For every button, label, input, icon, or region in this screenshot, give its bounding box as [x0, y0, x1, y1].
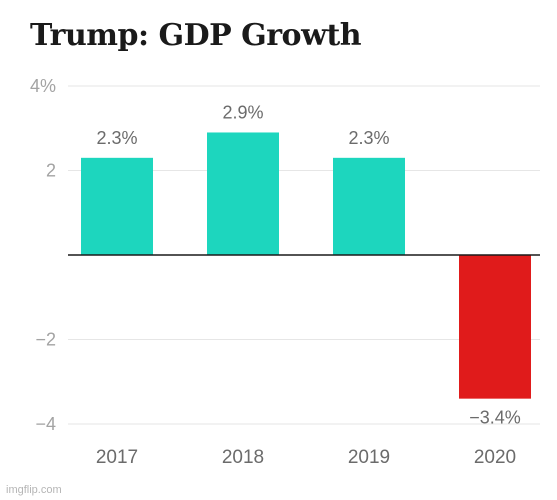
x-tick-label: 2017 — [96, 447, 138, 468]
y-tick-label: −4 — [35, 414, 56, 434]
bar — [459, 255, 531, 399]
x-tick-label: 2018 — [222, 447, 264, 468]
data-label: 2.3% — [348, 128, 389, 148]
data-label: 2.9% — [222, 102, 263, 122]
x-tick-label: 2019 — [348, 447, 390, 468]
bar — [81, 157, 153, 255]
bar — [207, 132, 279, 255]
data-label: −3.4% — [469, 408, 521, 428]
x-tick-label: 2020 — [474, 447, 516, 468]
y-tick-label: 2 — [46, 161, 56, 181]
y-tick-label: −2 — [35, 330, 56, 350]
y-tick-label: 4% — [30, 76, 56, 96]
watermark: imgflip.com — [6, 484, 62, 496]
chart-title: Trump: GDP Growth — [30, 18, 362, 53]
data-label: 2.3% — [96, 128, 137, 148]
bar — [333, 157, 405, 255]
